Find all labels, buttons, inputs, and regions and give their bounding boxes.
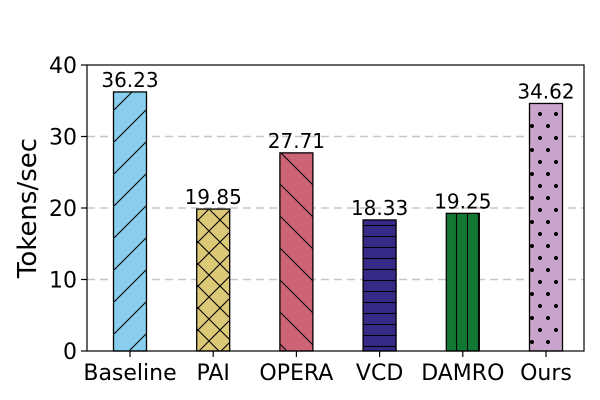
y-axis-title: Tokens/sec [13, 138, 43, 279]
x-tick-label: Ours [520, 361, 572, 386]
data-label: 36.23 [101, 68, 158, 92]
y-tick-label: 40 [49, 54, 77, 79]
y-axis-ticks: 0 10 20 30 40 [49, 54, 87, 365]
bar [279, 152, 314, 352]
data-label: 27.71 [268, 129, 325, 153]
data-labels: 36.23 19.85 27.71 18.33 19.25 34.62 [101, 68, 574, 220]
gridlines [87, 135, 584, 281]
y-tick-label: 10 [49, 269, 77, 294]
data-label: 34.62 [517, 79, 574, 103]
x-tick-label: DAMRO [421, 361, 504, 386]
bar [528, 102, 564, 352]
y-tick-label: 20 [49, 197, 77, 222]
x-tick-label: OPERA [259, 361, 333, 386]
x-tick-label: VCD [356, 361, 403, 386]
y-tick-label: 0 [63, 340, 77, 365]
y-tick-label: 30 [49, 126, 77, 151]
x-tick-label: PAI [196, 361, 229, 386]
data-label: 19.25 [434, 189, 491, 213]
bars [112, 91, 564, 352]
bar [362, 219, 397, 352]
data-label: 19.85 [185, 185, 242, 209]
bar [112, 91, 148, 352]
x-tick-label: Baseline [83, 361, 176, 386]
x-axis-ticks: Baseline PAI OPERA VCD DAMRO Ours [83, 351, 572, 386]
bar [445, 212, 480, 352]
bar [196, 208, 231, 352]
data-label: 18.33 [351, 196, 408, 220]
